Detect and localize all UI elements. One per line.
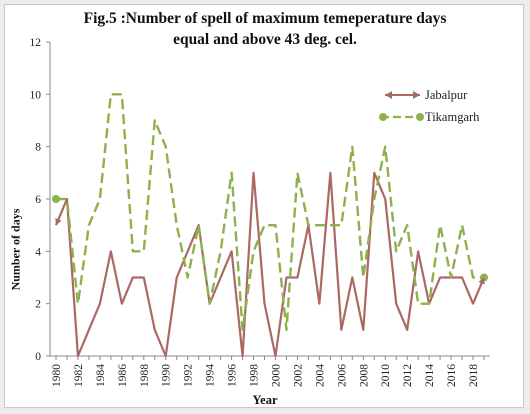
series-line-tikamgarh xyxy=(56,93,484,332)
legend-label-tikamgarh: Tikamgarh xyxy=(425,110,480,124)
x-tick-label: 1992 xyxy=(183,364,195,387)
x-tick-label: 1998 xyxy=(249,364,261,387)
x-tick-label: 2002 xyxy=(292,364,304,387)
series-line-jabalpur xyxy=(54,171,486,358)
legend-arrow-right xyxy=(413,91,420,99)
x-axis-label: Year xyxy=(252,393,278,407)
y-tick-label: 2 xyxy=(35,299,41,311)
chart-frame xyxy=(4,4,524,408)
y-tick-label: 12 xyxy=(30,37,42,49)
legend-circle-left xyxy=(379,113,387,121)
tikamgarh-end-marker xyxy=(52,195,60,203)
jabalpur-arrow-marker xyxy=(55,218,62,226)
x-tick-label: 2018 xyxy=(468,364,480,387)
x-tick-label: 1990 xyxy=(161,364,173,387)
x-tick-label: 2008 xyxy=(358,364,370,387)
x-tick-label: 1980 xyxy=(51,364,63,387)
legend-label-jabalpur: Jabalpur xyxy=(425,88,468,102)
legend-arrow-left xyxy=(385,91,392,99)
x-tick-label: 1984 xyxy=(95,364,107,387)
jabalpur-arrow-marker xyxy=(478,277,485,285)
x-tick-label: 1996 xyxy=(227,364,239,387)
x-tick-label: 2010 xyxy=(380,364,392,387)
chart-title-line2: equal and above 43 deg. cel. xyxy=(173,31,357,48)
chart-title-line1: Fig.5 :Number of spell of maximum temepe… xyxy=(83,10,447,27)
x-tick-label: 2000 xyxy=(270,364,282,387)
x-tick-label: 1982 xyxy=(73,364,85,387)
legend-circle-right xyxy=(416,113,424,121)
x-tick-label: 1994 xyxy=(205,364,217,387)
x-tick-label: 1986 xyxy=(117,364,129,387)
y-tick-label: 10 xyxy=(30,89,42,101)
y-tick-label: 8 xyxy=(35,142,41,154)
y-tick-label: 0 xyxy=(35,351,41,363)
y-tick-label: 6 xyxy=(35,194,41,206)
x-tick-label: 2004 xyxy=(314,364,326,387)
x-tick-label: 2012 xyxy=(402,364,414,387)
x-tick-label: 1988 xyxy=(139,364,151,387)
x-tick-label: 2014 xyxy=(424,364,436,387)
x-tick-label: 2006 xyxy=(336,364,348,387)
x-tick-label: 2016 xyxy=(446,364,458,387)
y-tick-label: 4 xyxy=(35,246,41,258)
